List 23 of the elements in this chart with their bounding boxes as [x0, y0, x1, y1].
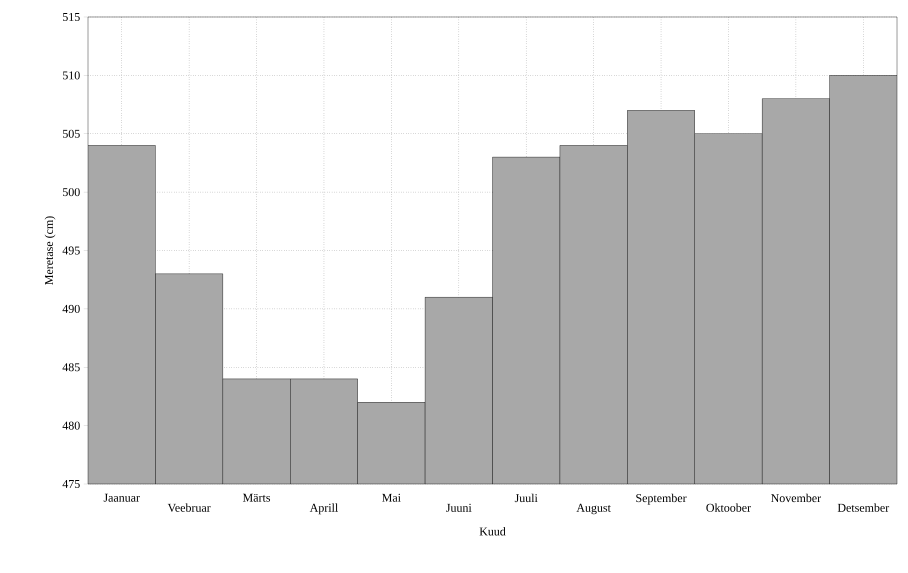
y-tick-label: 490	[62, 304, 80, 313]
y-tick-label: 500	[62, 188, 80, 196]
x-tick-label: Veebruar	[168, 503, 211, 512]
x-axis-title: Kuud	[480, 527, 506, 536]
x-tick-label: Mai	[382, 494, 401, 502]
x-tick-label: Juuli	[514, 494, 538, 502]
x-tick-label: Detsember	[838, 503, 890, 512]
y-tick-label: 475	[62, 480, 80, 488]
x-tick-label: Jaanuar	[104, 494, 140, 502]
y-tick-label: 480	[62, 422, 80, 430]
x-tick-label: Aprill	[310, 503, 338, 514]
x-tick-label: November	[770, 494, 822, 502]
y-tick-label: 510	[62, 71, 80, 80]
y-tick-label: 505	[62, 130, 80, 138]
x-tick-label: August	[576, 504, 611, 514]
y-tick-label: 495	[62, 246, 80, 255]
x-tick-label: Märts	[242, 494, 270, 502]
x-tick-label: September	[636, 494, 687, 505]
x-tick-label: Juuni	[446, 504, 472, 512]
y-tick-label: 485	[62, 363, 80, 372]
y-tick-label: 515	[62, 12, 80, 21]
x-tick-label: Oktoober	[706, 503, 751, 512]
y-axis-title: Meretase (cm)	[44, 216, 56, 285]
